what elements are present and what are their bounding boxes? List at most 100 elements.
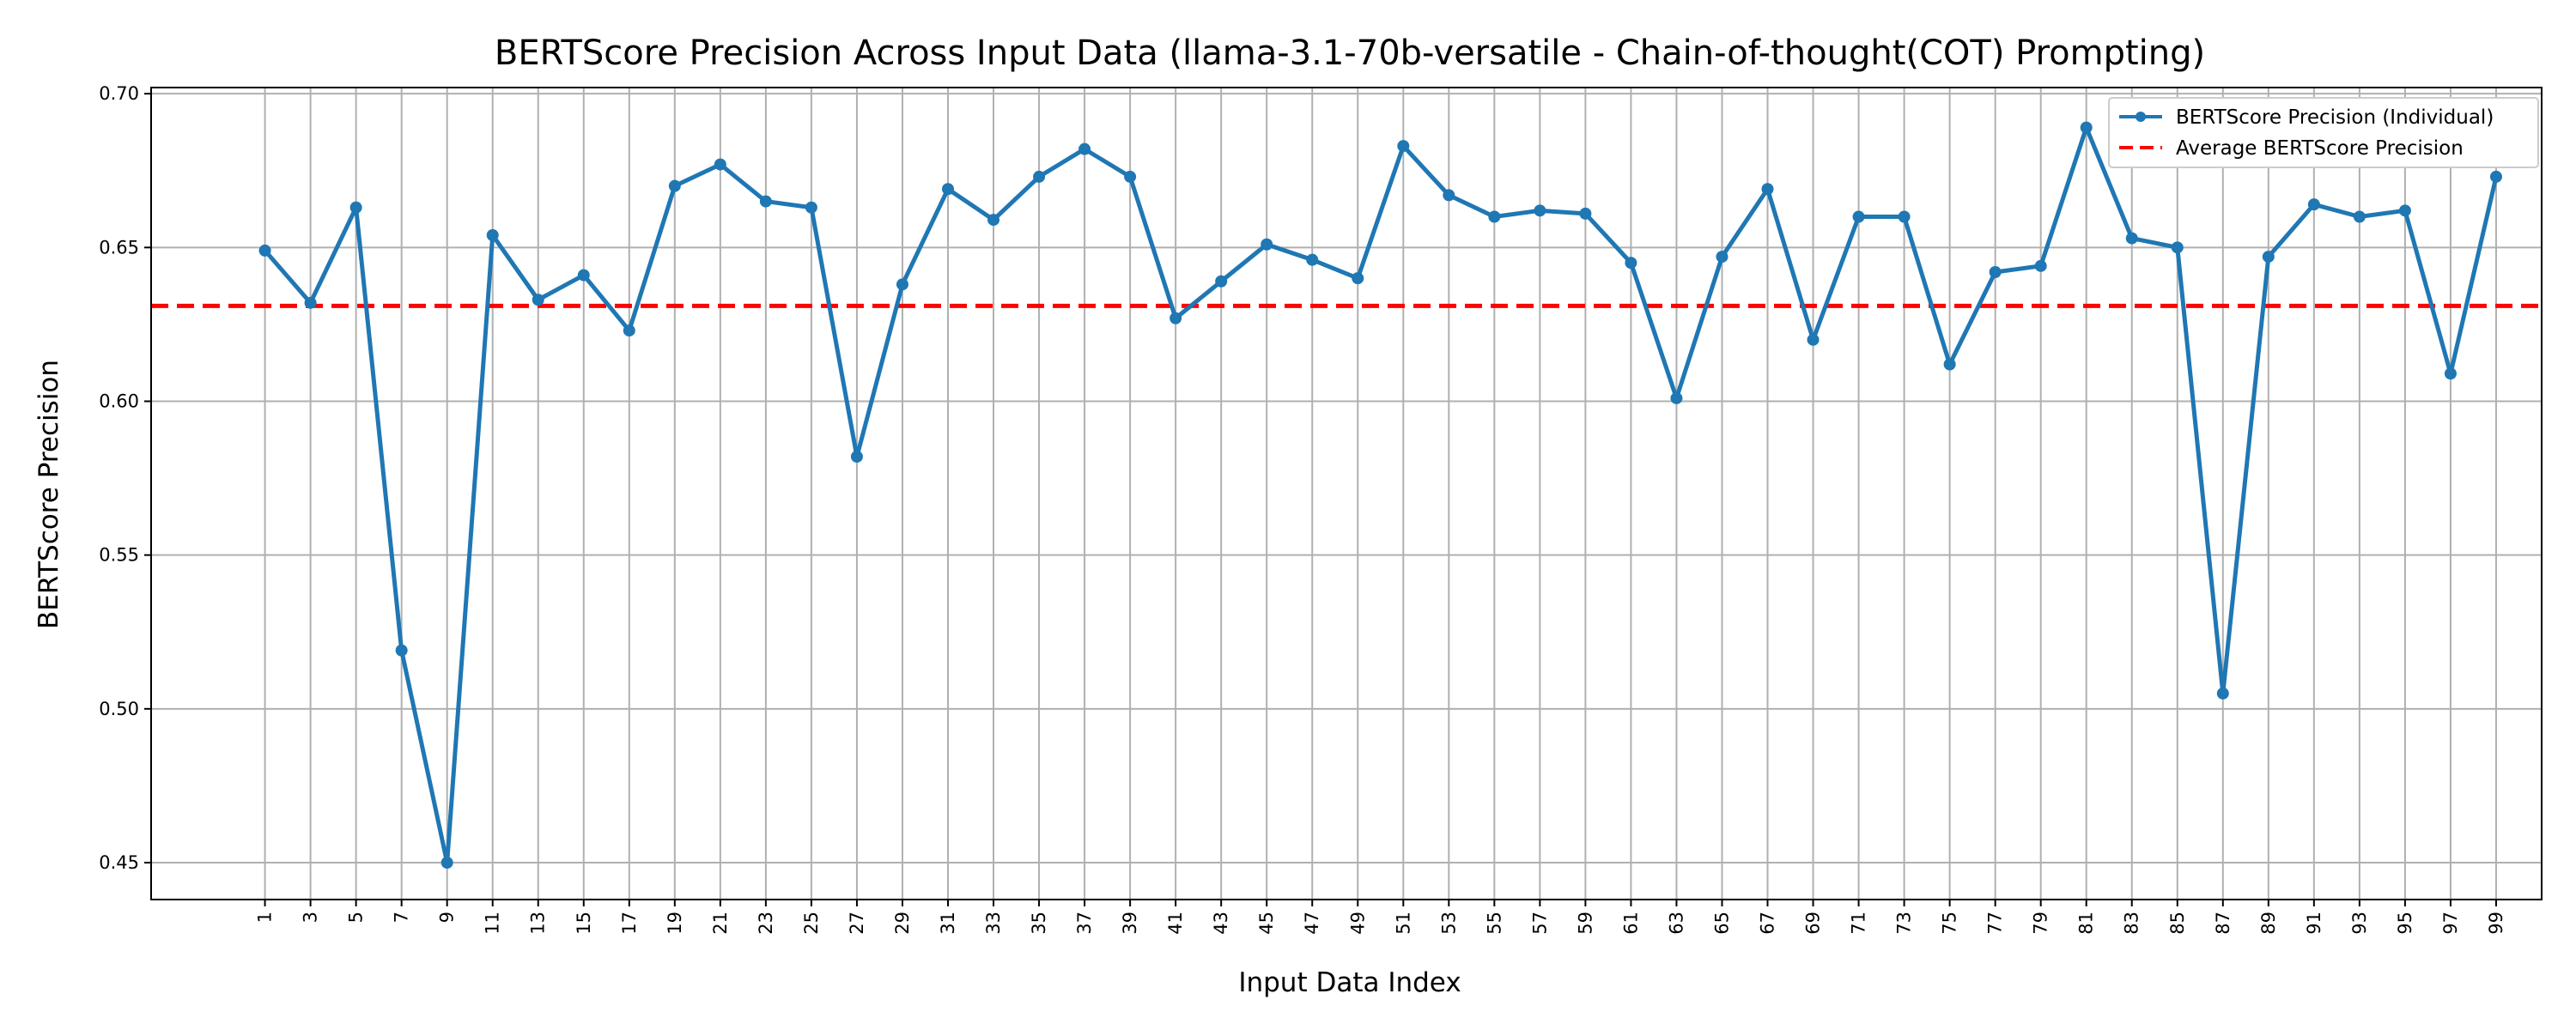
data-point xyxy=(1215,275,1228,288)
x-tick-label: 21 xyxy=(710,912,731,935)
x-tick-label: 77 xyxy=(1985,912,2006,935)
x-tick-label: 93 xyxy=(2349,912,2370,935)
data-point xyxy=(1761,183,1774,196)
x-tick-label: 69 xyxy=(1803,912,1824,935)
x-axis: 1 3 5 7 9 11 13 15 17 19 21 23 25 27 29 31 33 35 37 39 41 43 4… xyxy=(255,900,2506,935)
data-point xyxy=(942,183,954,196)
data-point xyxy=(577,269,590,282)
x-tick-label: 63 xyxy=(1666,912,1686,935)
series-line xyxy=(263,125,2499,865)
x-tick-label: 57 xyxy=(1529,912,1550,935)
data-point xyxy=(850,451,863,463)
data-point xyxy=(486,229,499,241)
data-point xyxy=(623,324,635,337)
x-tick-label: 11 xyxy=(483,912,503,935)
data-point xyxy=(532,294,544,306)
x-tick-label: 47 xyxy=(1302,912,1322,935)
x-tick-label: 15 xyxy=(574,912,594,935)
data-point xyxy=(2171,241,2184,254)
x-tick-label: 3 xyxy=(301,912,321,923)
y-axis: 0.45 0.50 0.55 0.60 0.65 0.70 xyxy=(99,83,151,873)
data-point xyxy=(1943,358,1956,371)
data-point xyxy=(1397,140,1410,153)
plot-frame xyxy=(150,87,2543,900)
data-point xyxy=(896,278,908,291)
data-point xyxy=(805,201,817,214)
x-tick-label: 33 xyxy=(983,912,1004,935)
x-tick-label: 99 xyxy=(2486,912,2506,935)
y-tick-label: 0.70 xyxy=(99,83,139,104)
data-point xyxy=(1261,238,1273,251)
data-point xyxy=(2216,687,2229,700)
x-tick-label: 25 xyxy=(801,912,822,935)
x-axis-label: Input Data Index xyxy=(1238,967,1461,998)
data-point xyxy=(987,214,1000,227)
legend-individual-marker xyxy=(2136,112,2146,122)
x-tick-label: 79 xyxy=(2031,912,2051,935)
x-tick-label: 89 xyxy=(2258,912,2279,935)
data-point xyxy=(1852,210,1865,223)
data-point xyxy=(668,179,681,192)
data-point xyxy=(1579,207,1592,220)
data-point xyxy=(1716,251,1728,264)
x-tick-label: 7 xyxy=(392,912,412,923)
data-point xyxy=(1078,142,1091,155)
x-tick-label: 27 xyxy=(847,912,867,935)
y-tick-label: 0.45 xyxy=(99,852,139,873)
data-point xyxy=(1033,170,1046,183)
x-tick-label: 59 xyxy=(1575,912,1595,935)
x-tick-label: 81 xyxy=(2076,912,2097,935)
x-tick-label: 55 xyxy=(1484,912,1504,935)
data-point xyxy=(349,201,362,214)
data-point xyxy=(1352,272,1364,285)
legend-box xyxy=(2108,97,2539,168)
data-point xyxy=(440,857,453,869)
data-point xyxy=(2262,251,2275,264)
data-point xyxy=(304,296,317,309)
x-tick-label: 53 xyxy=(1438,912,1459,935)
data-point xyxy=(1625,257,1637,270)
data-point xyxy=(2444,367,2457,380)
y-axis-label: BERTScore Precision xyxy=(33,360,64,629)
x-tick-label: 19 xyxy=(665,912,685,935)
x-tick-label: 1 xyxy=(255,912,276,923)
x-tick-label: 41 xyxy=(1165,912,1186,935)
x-tick-label: 45 xyxy=(1256,912,1277,935)
data-point xyxy=(1898,210,1911,223)
x-tick-label: 29 xyxy=(892,912,913,935)
data-point xyxy=(2398,204,2411,217)
y-tick-label: 0.65 xyxy=(99,237,139,258)
legend: BERTScore Precision (Individual) Average… xyxy=(2108,97,2539,168)
data-point xyxy=(1443,189,1455,202)
data-point xyxy=(1989,266,2002,278)
x-tick-label: 65 xyxy=(1711,912,1732,935)
legend-individual-label: BERTScore Precision (Individual) xyxy=(2176,106,2494,129)
data-point xyxy=(759,195,772,208)
x-tick-label: 51 xyxy=(1393,912,1413,935)
y-tick-label: 0.60 xyxy=(99,391,139,412)
data-point xyxy=(1807,333,1820,346)
data-point xyxy=(1670,391,1683,404)
x-tick-label: 31 xyxy=(938,912,958,935)
data-point xyxy=(2489,170,2502,183)
x-tick-label: 95 xyxy=(2395,912,2415,935)
x-tick-label: 85 xyxy=(2167,912,2188,935)
y-tick-label: 0.55 xyxy=(99,545,139,566)
x-tick-label: 17 xyxy=(619,912,640,935)
x-tick-label: 61 xyxy=(1620,912,1641,935)
data-point xyxy=(1124,170,1137,183)
data-point xyxy=(2034,259,2047,272)
x-tick-label: 75 xyxy=(1940,912,1960,935)
x-tick-label: 35 xyxy=(1029,912,1049,935)
data-point xyxy=(2307,198,2320,211)
legend-average-label: Average BERTScore Precision xyxy=(2176,137,2464,160)
x-tick-label: 37 xyxy=(1074,912,1095,935)
x-tick-label: 49 xyxy=(1347,912,1368,935)
grid xyxy=(151,88,2542,900)
x-tick-label: 87 xyxy=(2213,912,2233,935)
x-tick-label: 83 xyxy=(2122,912,2142,935)
x-tick-label: 13 xyxy=(528,912,549,935)
x-tick-label: 23 xyxy=(756,912,776,935)
data-point xyxy=(1534,204,1546,217)
